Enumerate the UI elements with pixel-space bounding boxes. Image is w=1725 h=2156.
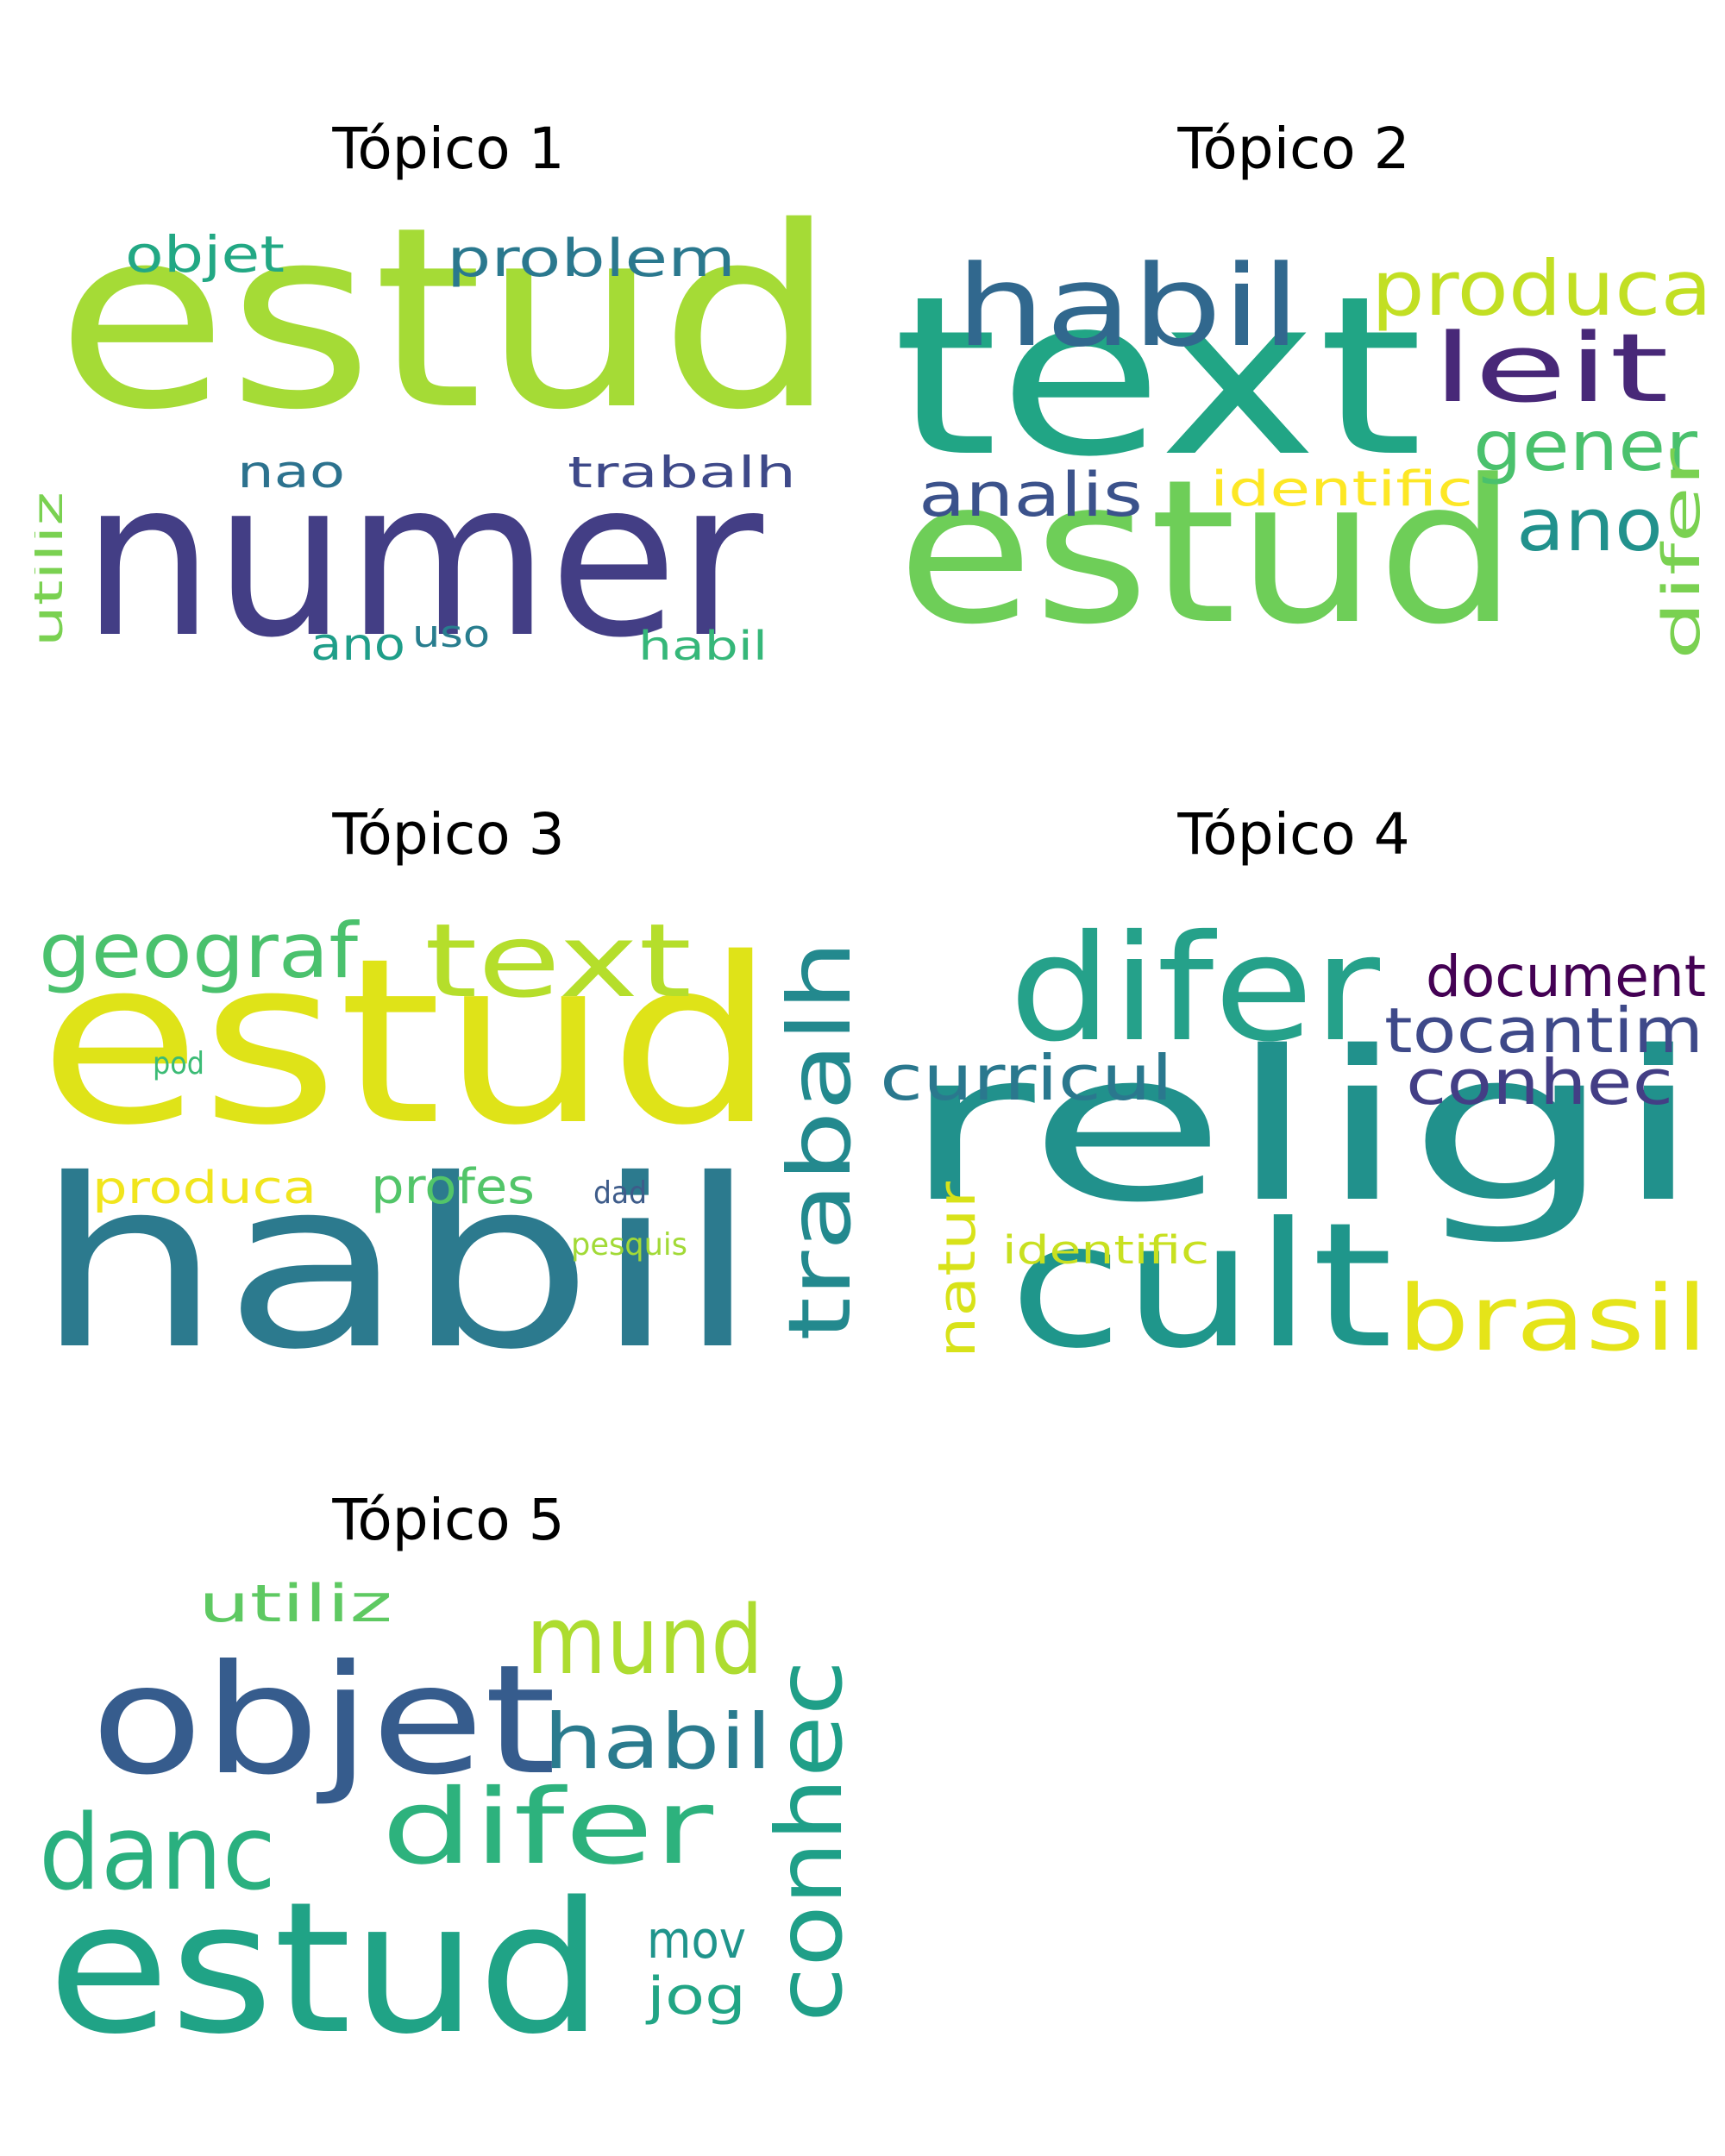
word-nao: nao (237, 447, 345, 498)
word-text: text (424, 901, 692, 1020)
word-trabalh: trabalh (568, 448, 796, 498)
word-cloud-2: text estud habil produca leit gener anal… (880, 190, 1708, 673)
word-cloud-svg-3: estud habil text geograf trabalh pod pro… (34, 901, 862, 1358)
word-cloud-svg-5: estud objet conhec mund habil difer danc… (39, 1574, 862, 2044)
word-gener: gener (1473, 406, 1697, 486)
word-habil: habil (543, 1697, 772, 1786)
word-jog: jog (644, 1966, 746, 2027)
word-religi: religi (901, 1006, 1703, 1248)
word-cloud-1: estud numer problem objet nao trabalh ut… (34, 190, 862, 673)
topic-title-5: Tópico 5 (332, 1487, 565, 1553)
word-cloud-5: estud objet conhec mund habil difer danc… (34, 1561, 862, 2044)
word-estud: estud (39, 910, 776, 1175)
word-curricul: curricul (880, 1042, 1173, 1114)
topic-title-4: Tópico 4 (1177, 801, 1410, 868)
word-geograf: geograf (39, 906, 360, 995)
word-cloud-svg-4: religi cult difer document tocantim conh… (880, 904, 1708, 1358)
word-objet: objet (91, 1633, 556, 1808)
word-conhec: conhec (757, 1660, 862, 2022)
word-cloud-3: estud habil text geograf trabalh pod pro… (34, 875, 862, 1358)
word-ano: ano (310, 619, 405, 671)
word-difer: difer (1652, 448, 1708, 660)
word-mund: mund (526, 1585, 763, 1695)
word-utiliz: utiliz (34, 492, 72, 647)
word-problem: problem (447, 229, 736, 289)
word-objet: objet (125, 225, 285, 284)
topic-panel-5: Tópico 5 estud objet conhec mund habil d… (34, 1492, 862, 2113)
word-document: document (1426, 943, 1706, 1010)
word-identific: identific (1002, 1227, 1209, 1273)
topic-title-2: Tópico 2 (1177, 116, 1410, 182)
word-identific: identific (1210, 461, 1473, 517)
word-difer: difer (1009, 904, 1380, 1075)
word-mov: mov (647, 1910, 746, 1971)
word-pod: pod (153, 1046, 204, 1081)
topic-panel-4: Tópico 4 religi cult difer document toca… (880, 806, 1708, 1427)
word-analis: analis (919, 460, 1143, 530)
word-text: text (893, 249, 1423, 505)
word-estud: estud (56, 190, 837, 465)
word-leit: leit (1432, 313, 1669, 423)
topic-title-1: Tópico 1 (332, 116, 565, 182)
word-cloud-4: religi cult difer document tocantim conh… (880, 875, 1708, 1358)
topic-panel-3: Tópico 3 estud habil text geograf trabal… (34, 806, 862, 1427)
topic-panel-2: Tópico 2 text estud habil produca leit g… (880, 121, 1708, 742)
word-danc: danc (39, 1794, 276, 1914)
word-cult: cult (1009, 1186, 1393, 1358)
word-profes: profes (371, 1159, 535, 1215)
word-habil: habil (638, 623, 768, 669)
word-natur: natur (927, 1181, 988, 1358)
word-produca: produca (92, 1163, 317, 1214)
word-cloud-svg-2: text estud habil produca leit gener anal… (893, 241, 1708, 668)
word-habil: habil (34, 1129, 759, 1358)
word-estud: estud (897, 438, 1518, 668)
word-brasil: brasil (1397, 1266, 1708, 1358)
topic-panel-1: Tópico 1 estud numer problem objet nao t… (34, 121, 862, 742)
word-produca: produca (1371, 244, 1708, 333)
word-tocantim: tocantim (1384, 994, 1703, 1067)
word-trabalh: trabalh (769, 940, 862, 1341)
word-numer: numer (82, 434, 763, 673)
word-conhec: conhec (1406, 1046, 1673, 1119)
word-ano: ano (1516, 483, 1663, 568)
topic-title-3: Tópico 3 (332, 801, 565, 868)
word-pesquis: pesquis (571, 1227, 687, 1263)
word-utiliz: utiliz (198, 1574, 392, 1634)
word-estud: estud (47, 1863, 604, 2044)
word-uso: uso (412, 612, 490, 656)
word-difer: difer (381, 1768, 714, 1888)
word-dad: dad (593, 1175, 647, 1211)
word-habil: habil (956, 241, 1301, 372)
word-cloud-svg-1: estud numer problem objet nao trabalh ut… (34, 190, 837, 673)
